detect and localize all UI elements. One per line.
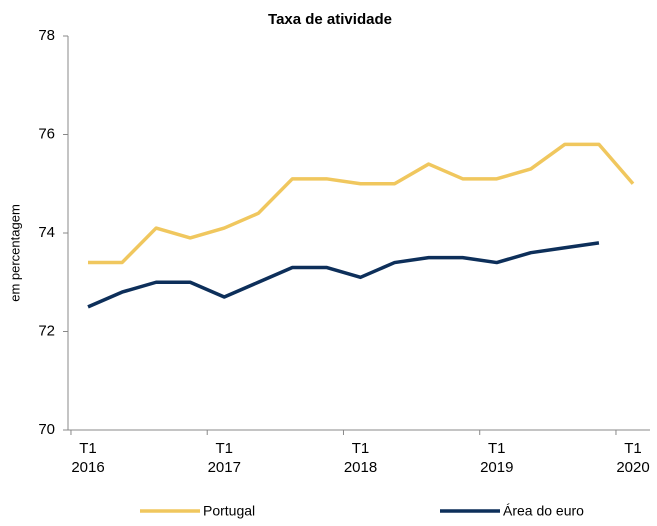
x-tick-label-line: T1 [488,440,506,457]
y-axis-label: em percentagem [7,204,22,302]
y-tick-label: 70 [38,421,55,438]
x-tick-label: T1 2017 [208,440,241,476]
x-tick-label-line: 2017 [208,459,241,476]
x-tick-label: T1 2018 [344,440,377,476]
legend-label: Portugal [203,503,255,519]
y-tick-label: 76 [38,125,55,142]
legend-label: Área do euro [503,503,584,519]
x-tick-label-line: T1 [352,440,370,457]
y-tick-label: 72 [38,322,55,339]
y-tick-label: 78 [38,27,55,44]
y-tick-label: 74 [38,224,55,241]
x-tick-label: T1 2019 [480,440,513,476]
x-tick-label-line: 2019 [480,459,513,476]
x-tick-label-line: T1 [79,440,97,457]
x-tick-label-line: 2020 [616,459,649,476]
x-tick-label-line: T1 [624,440,642,457]
series-line [88,142,635,265]
x-tick-label-line: 2018 [344,459,377,476]
x-tick-label-line: T1 [215,440,233,457]
chart-title: Taxa de atividade [268,11,392,28]
x-tick-label: T1 2020 [616,440,649,476]
series-line [87,241,600,309]
x-tick-label-line: 2016 [71,459,104,476]
x-tick-label: T1 2016 [71,440,104,476]
